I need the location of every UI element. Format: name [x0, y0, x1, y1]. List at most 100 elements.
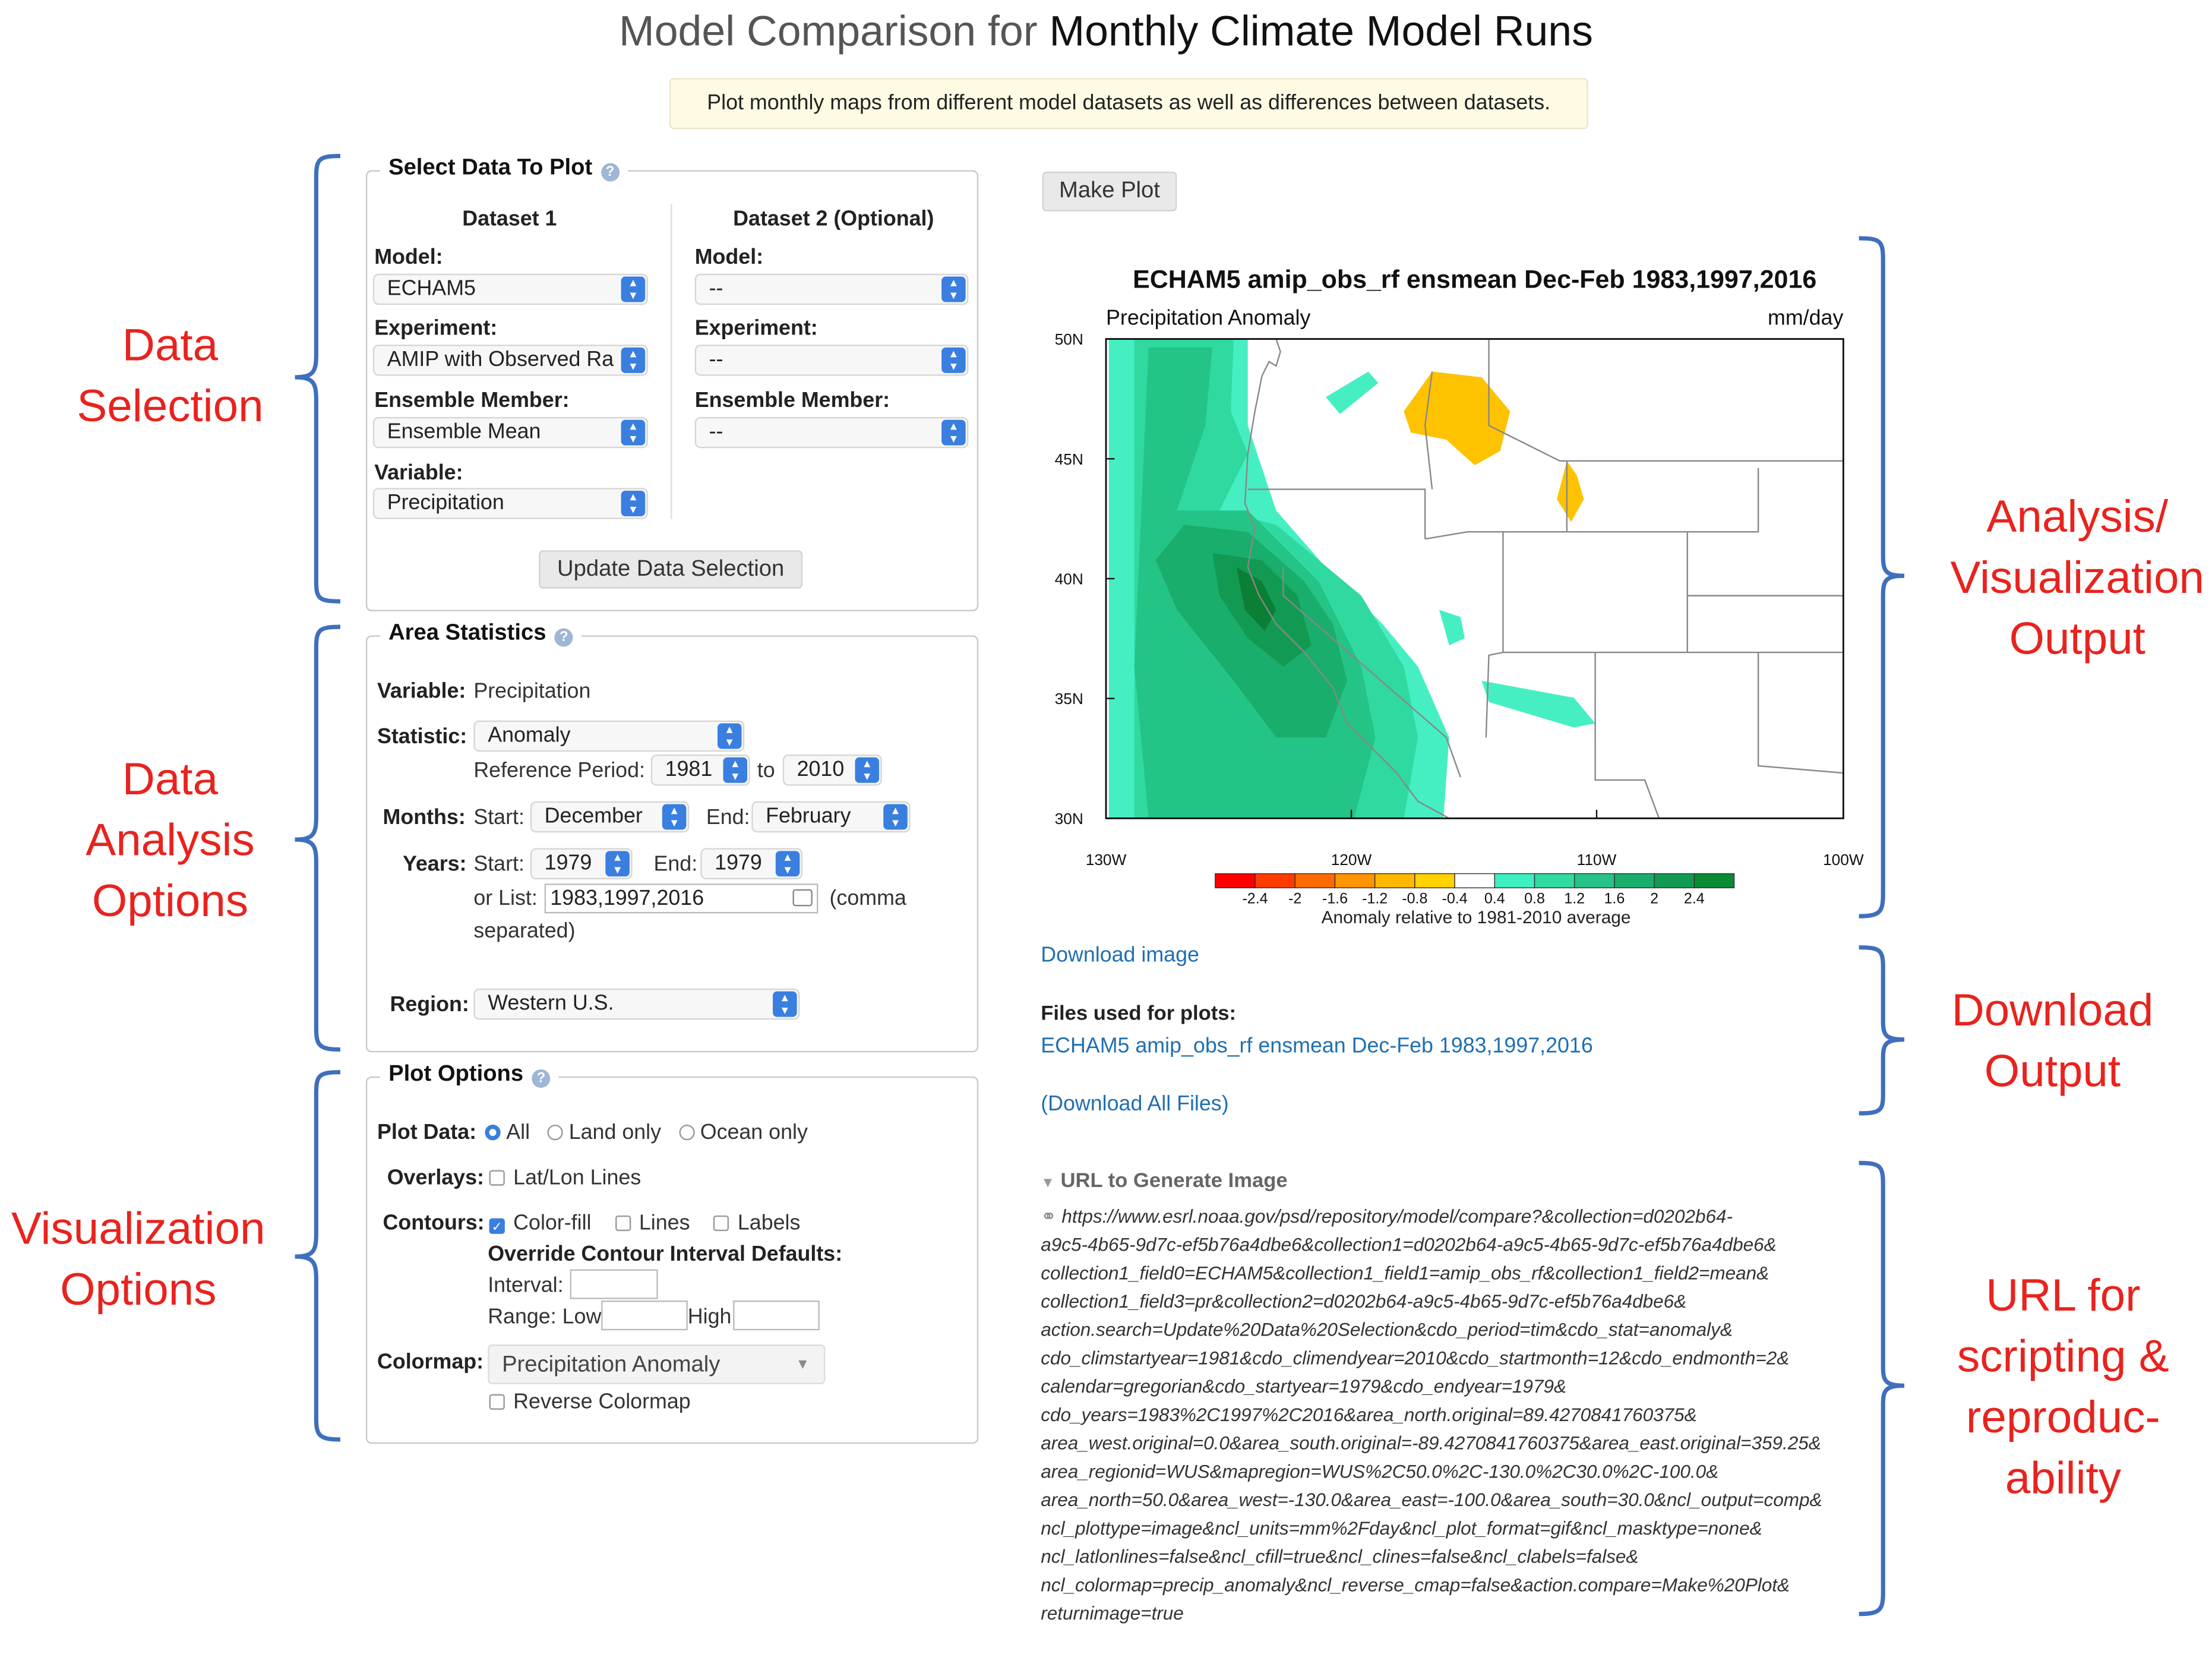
help-icon[interactable]: ?	[554, 628, 573, 647]
url-section-header[interactable]: ▼ URL to Generate Image	[1041, 1170, 1288, 1193]
url-line: collection1_field3=pr&collection2=d0202b…	[1041, 1290, 1687, 1312]
year-start-select[interactable]: 1979 ▴ ▾	[530, 848, 633, 880]
region-select[interactable]: Western U.S. ▴ ▾	[473, 988, 800, 1020]
colorbar: -2.4 -2 -1.6 -1.2 -0.8 -0.4 0.4 0.8 1.2 1.6 2 2.4	[1215, 873, 1735, 907]
area-statistics-legend: Area Statistics?	[380, 621, 582, 647]
colorfill-checkbox[interactable]: ✓	[489, 1218, 505, 1234]
plot-data-options: All Land only Ocean only	[485, 1120, 808, 1144]
bracket-download-output	[1859, 945, 1905, 1116]
update-data-selection-button[interactable]: Update Data Selection	[539, 550, 803, 589]
lat-ticks: 50N 45N 40N 35N 30N	[1055, 330, 1115, 828]
year-end-label: End:	[653, 852, 698, 877]
make-plot-button[interactable]: Make Plot	[1042, 171, 1177, 212]
year-start-label: Start:	[473, 852, 524, 877]
lines-checkbox[interactable]	[615, 1215, 631, 1232]
d2-experiment-select[interactable]: -- ▴ ▾	[694, 345, 969, 376]
download-all-files-link[interactable]: (Download All Files)	[1041, 1092, 1229, 1116]
contours-label: Contours:	[383, 1211, 485, 1236]
chevron-updown-icon: ▴ ▾	[621, 490, 646, 516]
colorbar-tick-label: 2	[1650, 891, 1658, 907]
chevron-updown-icon: ▴ ▾	[621, 419, 646, 446]
page-title-prefix: Model Comparison for	[619, 8, 1050, 56]
lat-tick-label: 45N	[1055, 450, 1083, 468]
bracket-data-selection	[295, 154, 340, 604]
range-high-input[interactable]	[733, 1301, 820, 1331]
d2-ensemble-select[interactable]: -- ▴ ▾	[694, 416, 969, 449]
lon-ticks: 130W 120W 110W 100W	[1086, 810, 1864, 869]
month-start-select[interactable]: December ▴ ▾	[530, 801, 690, 833]
files-link[interactable]: ECHAM5 amip_obs_rf ensmean Dec-Feb 1983,…	[1041, 1034, 1593, 1058]
colorbar-tick-label: -0.4	[1442, 891, 1467, 907]
year-list-input[interactable]: 1983,1997,2016	[544, 883, 819, 914]
d1-experiment-select[interactable]: AMIP with Observed Ra ▴ ▾	[372, 345, 648, 376]
range-low-input[interactable]	[601, 1301, 688, 1331]
year-end-select[interactable]: 1979 ▴ ▾	[700, 848, 803, 880]
colorbar-swatch	[1454, 873, 1496, 889]
labels-checkbox[interactable]	[713, 1215, 729, 1232]
colorbar-swatch	[1334, 873, 1376, 889]
chevron-updown-icon: ▴ ▾	[723, 757, 748, 783]
area-statistics-panel	[365, 635, 979, 1053]
chevron-down-icon: ▼	[795, 1357, 810, 1373]
map-right-label: mm/day	[1768, 306, 1844, 331]
colorbar-swatch	[1614, 873, 1655, 889]
chevron-updown-icon: ▴ ▾	[717, 722, 742, 749]
anomaly-yellow-2	[1557, 460, 1584, 522]
lat-tick-label: 30N	[1055, 810, 1083, 828]
month-end-select[interactable]: February ▴ ▾	[751, 801, 911, 833]
bracket-analysis-output	[1859, 236, 1905, 918]
range-high-label: High	[687, 1305, 732, 1329]
as-variable-value: Precipitation	[473, 679, 591, 704]
interval-input[interactable]	[570, 1269, 658, 1299]
colormap-select[interactable]: Precipitation Anomaly ▼	[488, 1344, 826, 1384]
colorbar-tick-label: -1.6	[1322, 891, 1348, 907]
interval-label: Interval:	[488, 1273, 564, 1298]
colorbar-swatch	[1534, 873, 1575, 889]
d1-ensemble-select[interactable]: Ensemble Mean ▴ ▾	[372, 416, 648, 449]
url-line: area_regionid=WUS&mapregion=WUS%2C50.0%2…	[1041, 1460, 1719, 1482]
colorbar-swatch	[1494, 873, 1535, 889]
download-image-link[interactable]: Download image	[1041, 943, 1199, 968]
reverse-colormap-checkbox[interactable]	[489, 1394, 505, 1410]
lat-tick-label: 35N	[1055, 690, 1083, 708]
statistic-select[interactable]: Anomaly ▴ ▾	[473, 720, 745, 752]
radio-all[interactable]	[485, 1125, 501, 1141]
ref-end-select[interactable]: 2010 ▴ ▾	[782, 754, 882, 786]
annotation-visualization: Visualization Options	[11, 1202, 266, 1315]
lon-tick-label: 100W	[1823, 851, 1864, 869]
colorbar-tick-label: 0.8	[1524, 891, 1545, 907]
lon-tick-label: 120W	[1331, 851, 1372, 869]
d2-model-select[interactable]: -- ▴ ▾	[694, 273, 969, 305]
colorbar-tick-label: 1.2	[1564, 891, 1585, 907]
d1-variable-select[interactable]: Precipitation ▴ ▾	[372, 488, 648, 519]
url-line: area_west.original=0.0&area_south.origin…	[1041, 1432, 1821, 1454]
radio-land[interactable]	[547, 1125, 564, 1141]
colormap-label: Colormap:	[377, 1350, 484, 1375]
help-icon[interactable]: ?	[601, 163, 620, 182]
colorbar-swatch	[1215, 873, 1256, 889]
colorbar-tick-label: 2.4	[1684, 891, 1705, 907]
url-line: cdo_climstartyear=1981&cdo_climendyear=2…	[1041, 1347, 1790, 1369]
anomaly-patch-2	[1439, 610, 1465, 646]
dataset2-title: Dataset 2 (Optional)	[733, 207, 934, 232]
plot-data-label: Plot Data:	[377, 1120, 477, 1145]
lon-tick-label: 110W	[1577, 851, 1617, 869]
d1-model-select[interactable]: ECHAM5 ▴ ▾	[372, 273, 648, 305]
url-line: ncl_colormap=precip_anomaly&ncl_reverse_…	[1041, 1574, 1790, 1596]
radio-ocean[interactable]	[678, 1125, 695, 1141]
colorbar-swatch	[1693, 873, 1735, 889]
url-line: collection1_field0=ECHAM5&collection1_fi…	[1041, 1262, 1769, 1284]
chevron-updown-icon: ▴ ▾	[621, 347, 646, 373]
years-label: Years:	[402, 852, 467, 877]
generated-url[interactable]: ⚭ https://www.esrl.noaa.gov/psd/reposito…	[1041, 1202, 1877, 1628]
page-title-main: Monthly Climate Model Runs	[1049, 8, 1593, 56]
colorbar-swatch	[1254, 873, 1295, 889]
chevron-updown-icon: ▴ ▾	[941, 419, 966, 446]
anomaly-yellow-1	[1404, 371, 1511, 466]
help-icon[interactable]: ?	[532, 1069, 551, 1088]
ref-start-select[interactable]: 1981 ▴ ▾	[650, 754, 750, 786]
latlon-checkbox[interactable]	[489, 1170, 505, 1186]
list-icon	[792, 889, 813, 907]
url-line: ncl_latlonlines=false&ncl_cfill=true&ncl…	[1041, 1546, 1639, 1567]
